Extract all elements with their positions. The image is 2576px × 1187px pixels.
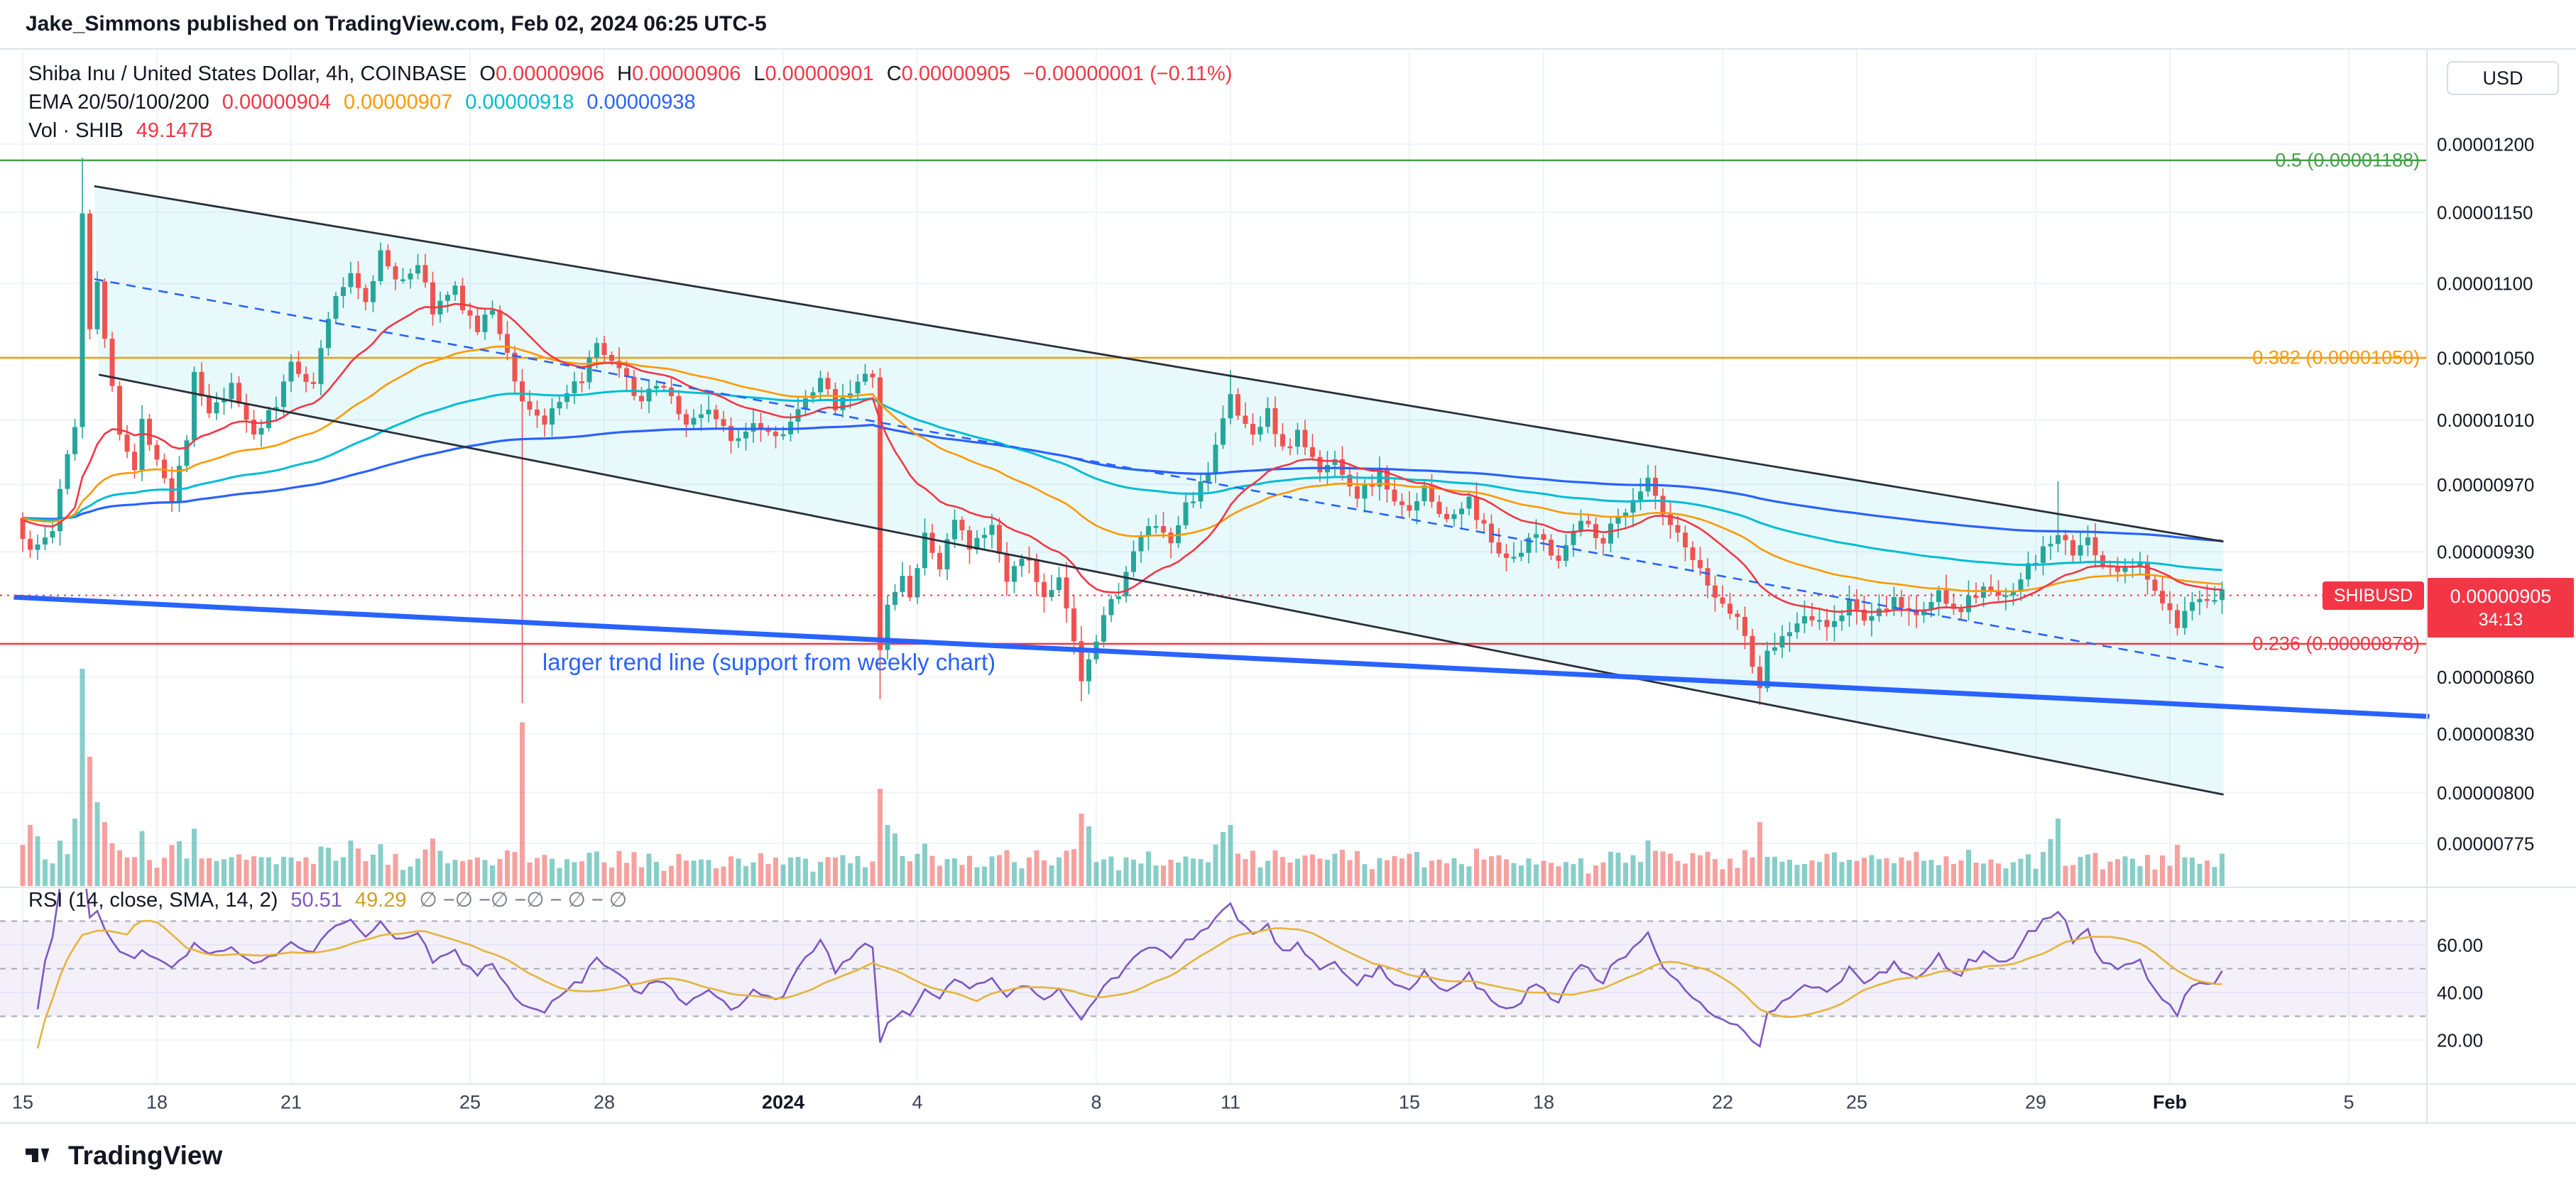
- last-price-value: 0.00000905: [2450, 586, 2552, 607]
- svg-text:0.00000775: 0.00000775: [2437, 833, 2534, 854]
- svg-text:0.00001050: 0.00001050: [2437, 347, 2534, 368]
- svg-text:29: 29: [2025, 1092, 2046, 1113]
- time-axis[interactable]: 15 18 21 25 28 2024 4 8 11 15 18 22 25 29 Feb 5: [12, 1092, 2354, 1113]
- symbol-title: Shiba Inu / United States Dollar, 4h, CO…: [28, 62, 467, 85]
- ema-legend-row[interactable]: EMA 20/50/100/200 0.00000904 0.00000907 …: [28, 88, 1245, 116]
- svg-text:0.00000860: 0.00000860: [2437, 667, 2534, 688]
- svg-text:18: 18: [1533, 1092, 1554, 1113]
- svg-text:0.00000930: 0.00000930: [2437, 542, 2534, 563]
- svg-text:0.00001200: 0.00001200: [2437, 134, 2534, 155]
- channel-median-dashed-line: [94, 278, 2224, 669]
- svg-text:22: 22: [1712, 1092, 1733, 1113]
- trendline-annotation[interactable]: larger trend line (support from weekly c…: [542, 649, 996, 675]
- grid: [0, 50, 2427, 1084]
- price-change: −0.00000001 (−0.11%): [1022, 62, 1233, 85]
- publish-info-text: Jake_Simmons published on TradingView.co…: [26, 12, 767, 35]
- ema-lines: [22, 302, 2222, 613]
- price-line-symbol-badge: SHIBUSD: [2322, 581, 2424, 610]
- footer: TradingView: [0, 1124, 2576, 1187]
- svg-text:25: 25: [459, 1092, 481, 1113]
- pane-separators: [0, 50, 2576, 1124]
- price-axis[interactable]: 0.00001200 0.00001150 0.00001100 0.00001050…: [2437, 134, 2534, 1051]
- rsi-hidden-values: ∅ −∅ −∅ −∅ − ∅ − ∅: [419, 889, 628, 912]
- ohlc-low-key: L: [753, 62, 765, 85]
- legend: Shiba Inu / United States Dollar, 4h, CO…: [28, 60, 1245, 145]
- ohlc-open-key: O: [479, 62, 496, 85]
- ema100-line: [22, 390, 2222, 571]
- svg-text:21: 21: [280, 1092, 302, 1113]
- channel-upper-line: [94, 185, 2224, 543]
- ohlc-close-key: C: [886, 62, 902, 85]
- svg-text:15: 15: [12, 1092, 33, 1113]
- svg-text:8: 8: [1091, 1092, 1101, 1113]
- svg-text:0.00001150: 0.00001150: [2437, 202, 2533, 223]
- currency-unit-button[interactable]: USD: [2447, 61, 2559, 95]
- ema200-value: 0.00000938: [586, 91, 696, 114]
- ema20-line: [22, 302, 2222, 613]
- volume-histogram: [20, 669, 2225, 886]
- ohlc-low: L0.00000901: [753, 60, 873, 88]
- ohlc-low-value: 0.00000901: [765, 62, 874, 85]
- svg-text:15: 15: [1399, 1092, 1420, 1113]
- svg-text:0.00000830: 0.00000830: [2437, 723, 2534, 745]
- svg-text:18: 18: [146, 1092, 168, 1113]
- support-trendline[interactable]: [13, 594, 2430, 719]
- svg-text:25: 25: [1846, 1092, 1867, 1113]
- rsi-value: 50.51: [290, 889, 342, 912]
- svg-text:0.00000970: 0.00000970: [2437, 474, 2534, 496]
- svg-text:0.00000800: 0.00000800: [2437, 782, 2534, 804]
- ema20-value: 0.00000904: [222, 91, 331, 114]
- last-price-badge: 0.00000905 34:13: [2428, 578, 2574, 638]
- rsi-ma-line: [36, 919, 2222, 1049]
- rsi-label: RSI (14, close, SMA, 14, 2): [28, 889, 278, 912]
- rsi-pane: [0, 889, 2427, 1049]
- channel-lower-line: [98, 373, 2224, 796]
- tradingview-logo-icon: [26, 1148, 50, 1162]
- ohlc-open: O0.00000906: [479, 60, 604, 88]
- ema100-value: 0.00000918: [465, 91, 574, 114]
- rsi-legend-row[interactable]: RSI (14, close, SMA, 14, 2) 50.51 49.29 …: [28, 887, 640, 913]
- fib-label-05: 0.5 (0.00001188): [2275, 149, 2420, 171]
- svg-text:28: 28: [594, 1092, 615, 1113]
- svg-text:5: 5: [2343, 1092, 2354, 1113]
- ohlc-high: H0.00000906: [617, 60, 741, 88]
- ema200-line: [22, 423, 2222, 542]
- volume-value: 49.147B: [136, 119, 213, 142]
- ema-label: EMA 20/50/100/200: [28, 91, 209, 114]
- ohlc-high-key: H: [617, 62, 633, 85]
- ohlc-high-value: 0.00000906: [632, 62, 741, 85]
- fib-label-0382: 0.382 (0.00001050): [2252, 346, 2420, 368]
- ohlc-close: C0.00000905: [887, 60, 1010, 88]
- ema50-line: [22, 345, 2222, 593]
- publish-header: Jake_Simmons published on TradingView.co…: [0, 0, 2576, 50]
- svg-text:60.00: 60.00: [2437, 934, 2483, 956]
- chart-area: 0.00001200 0.00001150 0.00001100 0.00001050…: [0, 50, 2576, 1124]
- svg-text:4: 4: [912, 1092, 922, 1113]
- svg-text:0.00001100: 0.00001100: [2437, 273, 2533, 295]
- volume-label: Vol · SHIB: [28, 119, 124, 142]
- ohlc-close-value: 0.00000905: [901, 62, 1010, 85]
- descending-channel-lines[interactable]: [94, 185, 2224, 796]
- svg-text:11: 11: [1221, 1092, 1240, 1113]
- rsi-line: [36, 889, 2223, 1048]
- svg-text:0.00001010: 0.00001010: [2437, 410, 2534, 431]
- chart-canvas[interactable]: 0.00001200 0.00001150 0.00001100 0.00001050…: [0, 50, 2576, 1124]
- svg-text:20.00: 20.00: [2437, 1029, 2483, 1051]
- tradingview-link[interactable]: TradingView: [26, 1141, 222, 1171]
- tradingview-brand-text: TradingView: [68, 1140, 223, 1170]
- svg-text:Feb: Feb: [2153, 1092, 2187, 1113]
- fib-label-0236: 0.236 (0.00000878): [2252, 633, 2420, 655]
- ohlc-open-value: 0.00000906: [495, 62, 605, 85]
- symbol-legend-row[interactable]: Shiba Inu / United States Dollar, 4h, CO…: [28, 60, 1245, 88]
- bar-countdown: 34:13: [2478, 610, 2523, 630]
- svg-text:40.00: 40.00: [2437, 982, 2483, 1003]
- rsi-ma-value: 49.29: [354, 889, 407, 912]
- svg-text:2024: 2024: [762, 1092, 804, 1113]
- fib-retracement-lines[interactable]: [0, 159, 2427, 645]
- volume-legend-row[interactable]: Vol · SHIB 49.147B: [28, 116, 1245, 145]
- ema50-value: 0.00000907: [343, 91, 453, 114]
